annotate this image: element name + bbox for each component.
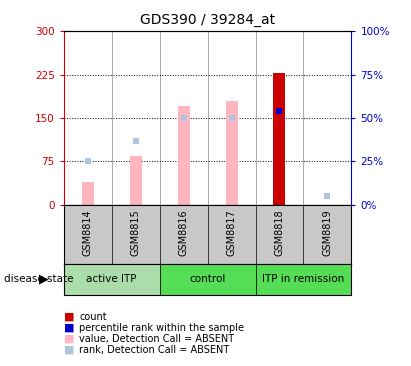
Bar: [159, 264, 256, 295]
Bar: [256, 264, 351, 295]
Text: GSM8815: GSM8815: [131, 210, 141, 257]
Bar: [129, 156, 142, 205]
Text: percentile rank within the sample: percentile rank within the sample: [79, 322, 244, 333]
Text: ■: ■: [64, 322, 74, 333]
Text: ■: ■: [64, 344, 74, 355]
Text: count: count: [79, 311, 107, 322]
Title: GDS390 / 39284_at: GDS390 / 39284_at: [140, 13, 275, 27]
Text: control: control: [189, 274, 226, 284]
Text: active ITP: active ITP: [86, 274, 137, 284]
Text: GSM8816: GSM8816: [179, 210, 189, 256]
Text: GSM8819: GSM8819: [323, 210, 332, 256]
Text: disease state: disease state: [4, 274, 74, 284]
Text: GSM8817: GSM8817: [226, 210, 236, 257]
Text: rank, Detection Call = ABSENT: rank, Detection Call = ABSENT: [79, 344, 230, 355]
Bar: [273, 73, 286, 205]
Text: ITP in remission: ITP in remission: [262, 274, 344, 284]
Bar: [178, 107, 189, 205]
Bar: [226, 101, 238, 205]
Bar: [82, 182, 94, 205]
Text: ■: ■: [64, 311, 74, 322]
Text: GSM8818: GSM8818: [275, 210, 284, 256]
Text: value, Detection Call = ABSENT: value, Detection Call = ABSENT: [79, 333, 234, 344]
Text: GSM8814: GSM8814: [83, 210, 92, 256]
Text: ▶: ▶: [39, 273, 48, 285]
Text: ■: ■: [64, 333, 74, 344]
Bar: [64, 264, 159, 295]
